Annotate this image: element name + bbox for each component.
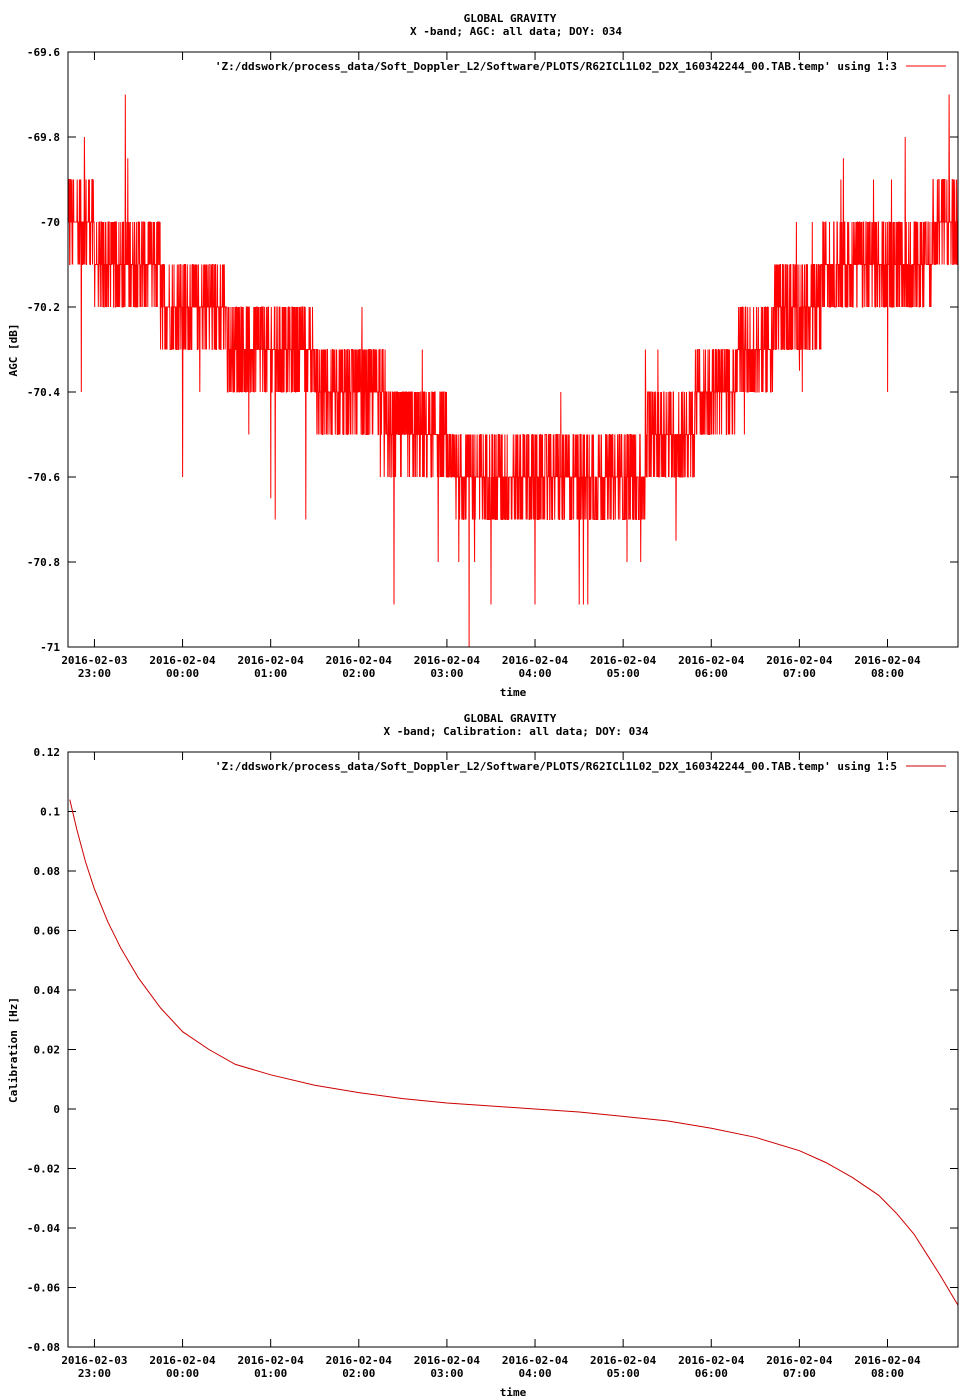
x-axis-label: time	[500, 1386, 527, 1399]
x-tick-date-label: 2016-02-04	[326, 1354, 393, 1367]
x-axis-ticks: 2016-02-0323:002016-02-0400:002016-02-04…	[61, 752, 921, 1380]
agc-series-line	[67, 94, 959, 648]
x-tick-date-label: 2016-02-04	[149, 1354, 216, 1367]
x-tick-time-label: 00:00	[166, 1367, 199, 1380]
y-tick-label: 0.04	[34, 984, 61, 997]
x-tick-time-label: 06:00	[695, 1367, 728, 1380]
y-tick-label: 0.1	[40, 806, 60, 819]
chart-subtitle: X -band; Calibration: all data; DOY: 034	[384, 725, 649, 738]
x-tick-date-label: 2016-02-04	[238, 654, 305, 667]
x-tick-time-label: 04:00	[518, 1367, 551, 1380]
y-tick-label: 0.12	[34, 746, 61, 759]
y-tick-label: -70.4	[27, 386, 60, 399]
legend-label: 'Z:/ddswork/process_data/Soft_Doppler_L2…	[215, 760, 897, 773]
legend-label: 'Z:/ddswork/process_data/Soft_Doppler_L2…	[215, 60, 897, 73]
chart-title: GLOBAL GRAVITY	[464, 712, 557, 725]
y-tick-label: -0.06	[27, 1282, 60, 1295]
x-tick-time-label: 02:00	[342, 1367, 375, 1380]
x-tick-time-label: 01:00	[254, 667, 287, 680]
x-tick-time-label: 23:00	[78, 667, 111, 680]
y-axis-ticks: -69.6 -69.8 -70 -70.2 -70.4 -70.6 -70.8 -71	[27, 46, 958, 654]
y-tick-label: -69.6	[27, 46, 60, 59]
y-axis-label: AGC [dB]	[7, 324, 20, 377]
calibration-series-line	[69, 799, 959, 1306]
y-axis-ticks: 0.12 0.1 0.08 0.06 0.04 0.02 0 -0.02 -0.04 -0.06 -…	[27, 746, 958, 1354]
x-tick-date-label: 2016-02-04	[678, 654, 745, 667]
y-tick-label: 0.06	[34, 925, 61, 938]
y-tick-label: 0.02	[34, 1044, 61, 1057]
x-tick-date-label: 2016-02-03	[61, 654, 127, 667]
x-tick-date-label: 2016-02-04	[502, 654, 569, 667]
x-tick-time-label: 05:00	[607, 1367, 640, 1380]
x-tick-date-label: 2016-02-04	[766, 1354, 833, 1367]
x-tick-date-label: 2016-02-04	[149, 654, 216, 667]
x-tick-time-label: 02:00	[342, 667, 375, 680]
chart-agc: GLOBAL GRAVITY X -band; AGC: all data; D…	[7, 12, 959, 699]
x-tick-date-label: 2016-02-04	[326, 654, 393, 667]
x-axis-ticks: 2016-02-0323:002016-02-0400:002016-02-04…	[61, 52, 921, 680]
x-tick-date-label: 2016-02-04	[678, 1354, 745, 1367]
y-tick-label: -70.2	[27, 301, 60, 314]
y-tick-label: 0	[53, 1103, 60, 1116]
x-axis-label: time	[500, 686, 527, 699]
plot-frame	[67, 51, 959, 648]
x-tick-date-label: 2016-02-04	[590, 654, 657, 667]
x-tick-time-label: 03:00	[430, 667, 463, 680]
plot-frame	[67, 751, 959, 1348]
y-axis-label: Calibration [Hz]	[7, 997, 20, 1103]
x-tick-time-label: 07:00	[783, 667, 816, 680]
x-tick-date-label: 2016-02-04	[590, 1354, 657, 1367]
y-tick-label: -71	[40, 641, 60, 654]
x-tick-date-label: 2016-02-04	[854, 1354, 921, 1367]
y-tick-label: -70.6	[27, 471, 60, 484]
x-tick-time-label: 04:00	[518, 667, 551, 680]
x-tick-time-label: 01:00	[254, 1367, 287, 1380]
x-tick-time-label: 05:00	[607, 667, 640, 680]
x-tick-date-label: 2016-02-04	[414, 1354, 481, 1367]
chart-subtitle: X -band; AGC: all data; DOY: 034	[410, 25, 622, 38]
x-tick-time-label: 23:00	[78, 1367, 111, 1380]
x-tick-date-label: 2016-02-04	[766, 654, 833, 667]
y-tick-label: -0.08	[27, 1341, 60, 1354]
x-tick-time-label: 08:00	[871, 667, 904, 680]
x-tick-time-label: 07:00	[783, 1367, 816, 1380]
x-tick-date-label: 2016-02-04	[854, 654, 921, 667]
x-tick-date-label: 2016-02-04	[502, 1354, 569, 1367]
x-tick-time-label: 06:00	[695, 667, 728, 680]
y-tick-label: -70.8	[27, 556, 60, 569]
x-tick-time-label: 00:00	[166, 667, 199, 680]
x-tick-date-label: 2016-02-04	[238, 1354, 305, 1367]
x-tick-date-label: 2016-02-04	[414, 654, 481, 667]
x-tick-time-label: 03:00	[430, 1367, 463, 1380]
y-tick-label: -69.8	[27, 131, 60, 144]
y-tick-label: -0.02	[27, 1163, 60, 1176]
y-tick-label: -70	[40, 216, 60, 229]
x-tick-date-label: 2016-02-03	[61, 1354, 127, 1367]
y-tick-label: -0.04	[27, 1222, 60, 1235]
chart-title: GLOBAL GRAVITY	[464, 12, 557, 25]
chart-calibration: GLOBAL GRAVITY X -band; Calibration: all…	[7, 712, 959, 1399]
y-tick-label: 0.08	[34, 865, 61, 878]
x-tick-time-label: 08:00	[871, 1367, 904, 1380]
